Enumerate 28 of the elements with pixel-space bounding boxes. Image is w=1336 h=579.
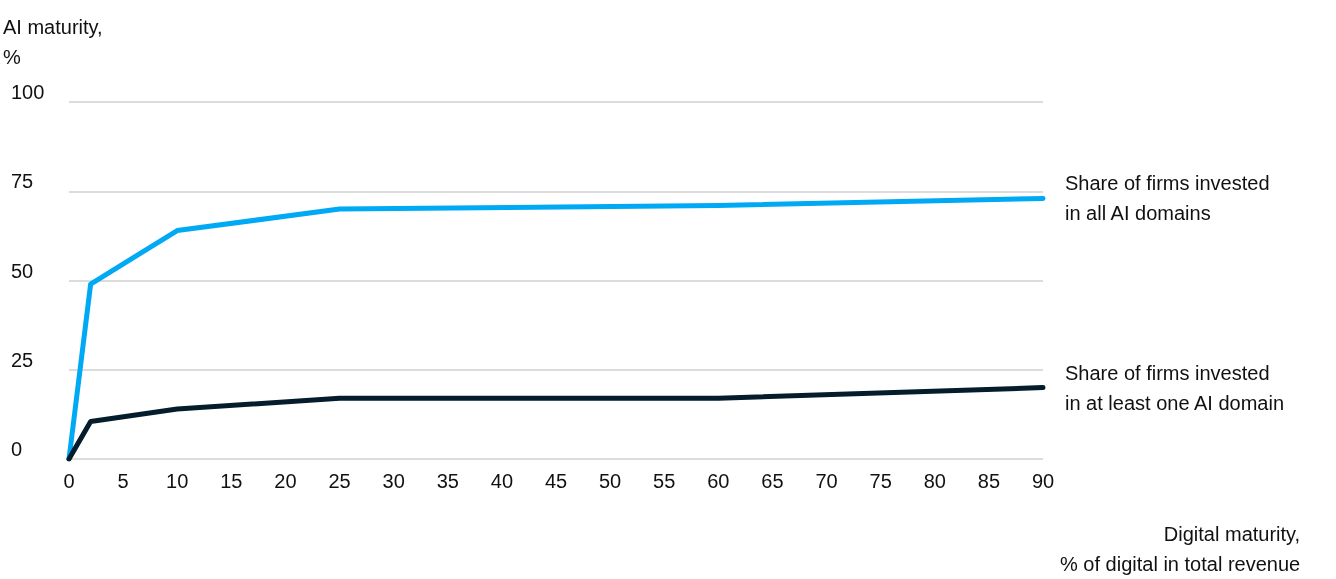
x-tick-label: 90 [1031, 470, 1055, 492]
x-tick-label: 85 [977, 470, 1001, 492]
x-tick-label: 65 [761, 470, 784, 492]
x-tick-label: 60 [707, 470, 730, 492]
y-tick-label: 50 [11, 259, 34, 282]
y-tick-label: 75 [11, 170, 34, 193]
x-axis-title: Digital maturity, % of digital in total revenue [1060, 523, 1301, 575]
x-tick-label: 25 [328, 470, 351, 492]
y-tick-label: 25 [11, 348, 34, 371]
x-tick-label: 50 [598, 470, 622, 492]
x-tick-label: 40 [490, 470, 514, 492]
x-tick-label: 20 [274, 470, 297, 492]
y-tick-label: 0 [11, 438, 23, 460]
series-label: Share of firms invested in all AI domains [1065, 172, 1270, 225]
x-tick-label: 45 [544, 470, 568, 492]
x-tick-label: 30 [382, 470, 405, 492]
x-tick-label: 75 [869, 470, 892, 492]
x-tick-label: 0 [63, 470, 75, 492]
x-tick-label: 35 [436, 470, 459, 492]
x-tick-label: 5 [117, 470, 129, 492]
x-tick-label: 70 [815, 470, 838, 492]
y-tick-label: 100 [11, 81, 45, 103]
x-tick-label: 80 [923, 470, 946, 492]
x-tick-label: 15 [220, 470, 243, 492]
x-tick-label: 55 [653, 470, 676, 492]
y-axis-title: AI maturity, % [3, 16, 103, 68]
x-tick-label: 10 [166, 470, 189, 492]
series-label: Share of firms invested in at least one AI domain [1065, 361, 1285, 414]
